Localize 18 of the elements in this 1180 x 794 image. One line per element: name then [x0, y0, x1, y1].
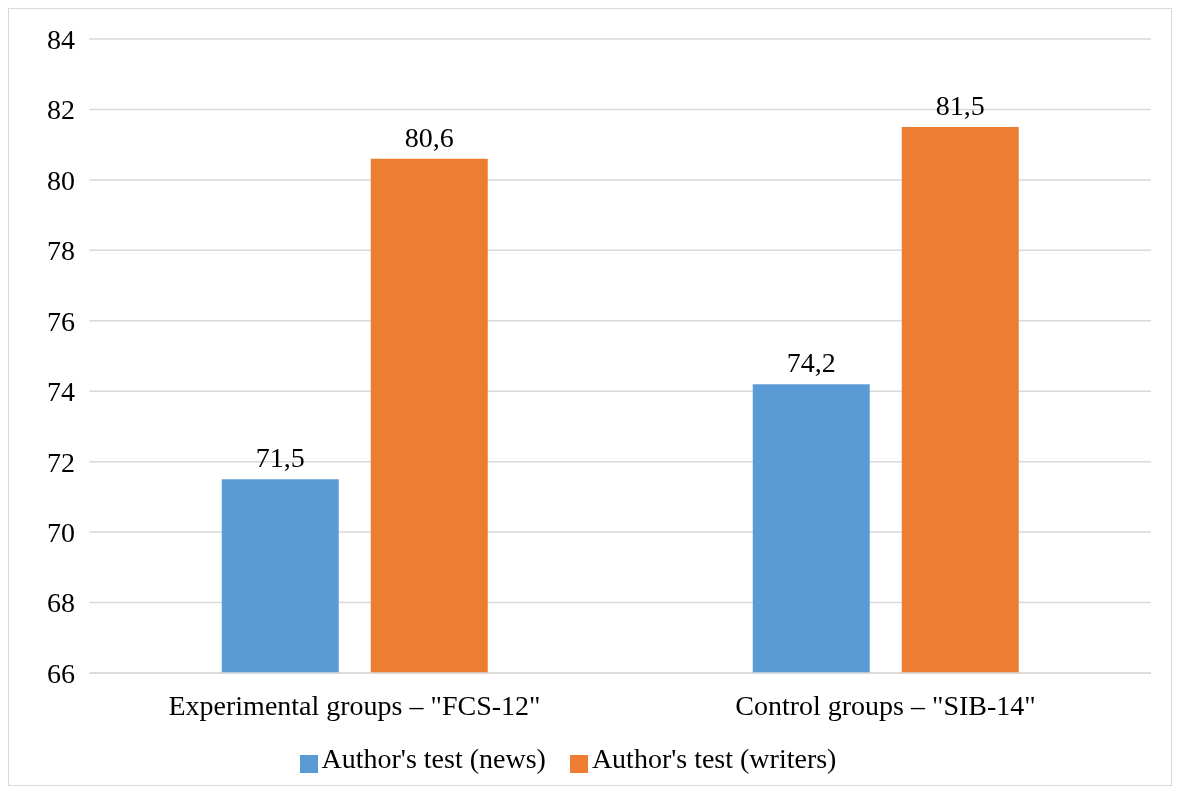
y-tick-label: 70 [47, 517, 75, 549]
x-tick-label: Experimental groups – "FCS-12" [168, 689, 541, 721]
y-tick-label: 82 [47, 94, 75, 126]
y-tick-label: 76 [47, 305, 75, 337]
y-tick-label: 72 [47, 446, 75, 478]
y-tick-label: 66 [47, 657, 75, 689]
legend-label: Author's test (writers) [591, 743, 837, 774]
y-tick-label: 74 [47, 376, 75, 408]
data-label: 81,5 [935, 90, 985, 122]
y-tick-label: 80 [47, 164, 75, 196]
y-tick-label: 78 [47, 235, 75, 267]
legend-label: Author's test (news) [321, 743, 546, 774]
data-label: 80,6 [404, 121, 454, 153]
x-tick-label: Control groups – "SIB-14" [735, 689, 1036, 721]
y-tick-label: 84 [47, 23, 75, 55]
y-tick-label: 68 [47, 587, 75, 619]
data-label: 74,2 [786, 347, 836, 379]
data-label: 71,5 [255, 442, 305, 474]
